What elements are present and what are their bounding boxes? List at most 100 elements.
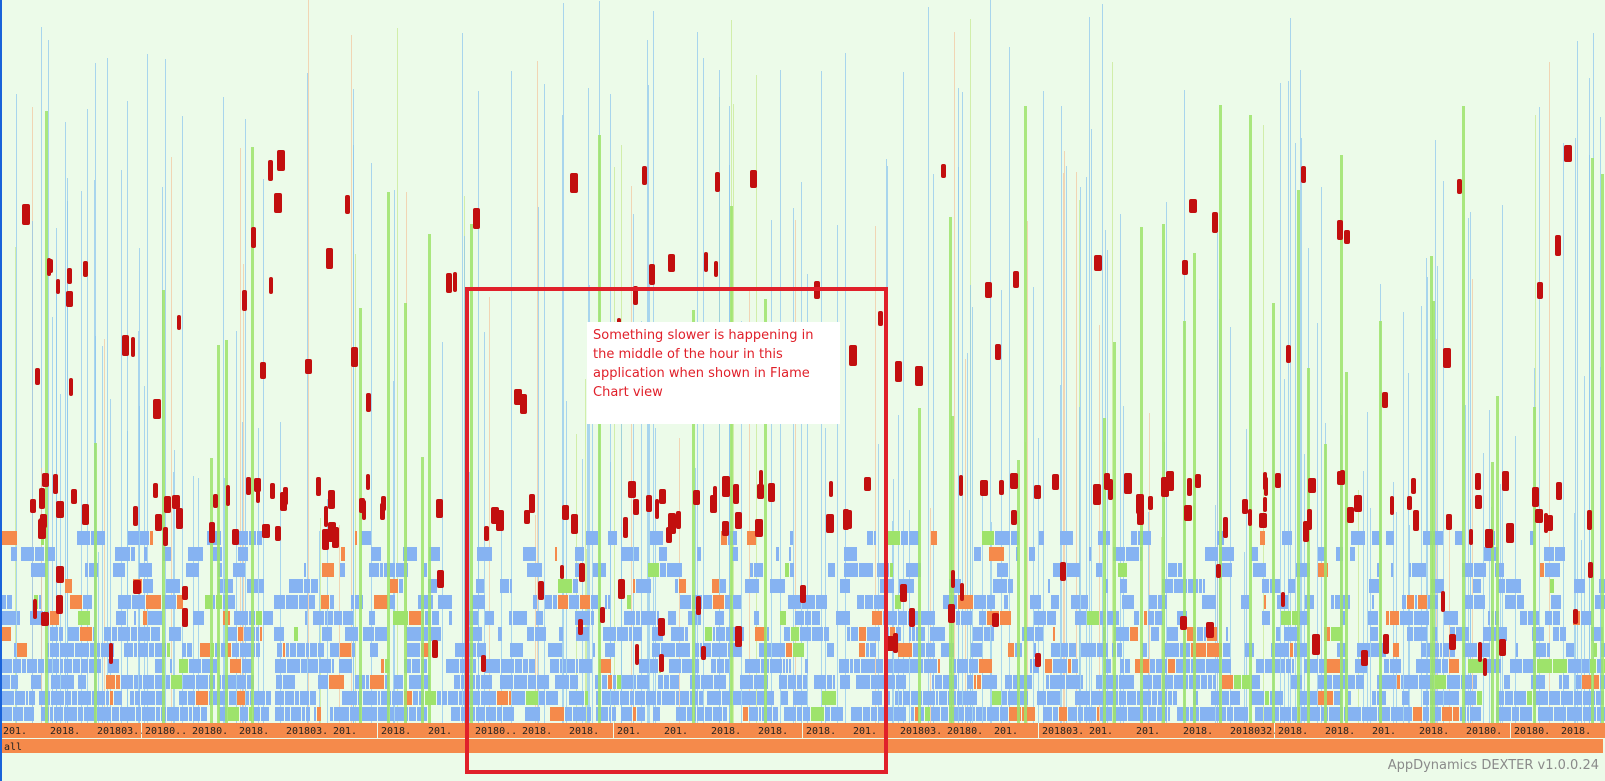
slow-frame[interactable] (1035, 653, 1041, 667)
frame-label-bar[interactable] (94, 723, 141, 738)
flame-frame[interactable] (143, 611, 147, 625)
flame-frame[interactable] (870, 643, 876, 657)
slow-frame[interactable] (133, 506, 138, 526)
flame-frame[interactable] (613, 675, 616, 689)
flame-green-spike[interactable] (918, 408, 921, 723)
flame-frame[interactable] (124, 643, 133, 657)
flame-frame[interactable] (1047, 611, 1056, 625)
flame-frame[interactable] (155, 675, 165, 689)
flame-green-spike[interactable] (730, 206, 733, 723)
flame-frame[interactable] (1071, 595, 1080, 609)
flame-frame[interactable] (138, 643, 148, 657)
flame-frame[interactable] (515, 659, 522, 673)
flame-frame[interactable] (995, 531, 1010, 545)
flame-frame[interactable] (237, 691, 245, 705)
flame-frame[interactable] (1351, 531, 1365, 545)
flame-frame[interactable] (330, 595, 334, 609)
flame-frame[interactable] (1336, 547, 1343, 561)
slow-frame[interactable] (646, 495, 652, 512)
flame-frame[interactable] (1545, 611, 1552, 625)
flame-frame[interactable] (68, 627, 79, 641)
flame-frame[interactable] (1574, 691, 1582, 705)
flame-thin-line[interactable] (469, 472, 470, 723)
flame-frame[interactable] (461, 675, 464, 689)
flame-frame[interactable] (1149, 595, 1157, 609)
flame-frame[interactable] (486, 707, 496, 721)
frame-label-bar[interactable] (1275, 723, 1322, 738)
flame-frame[interactable] (1544, 547, 1554, 561)
flame-frame[interactable] (156, 691, 165, 705)
flame-frame[interactable] (617, 627, 628, 641)
flame-frame[interactable] (392, 691, 403, 705)
flame-frame[interactable] (688, 611, 693, 625)
flame-frame[interactable] (342, 691, 357, 705)
flame-frame[interactable] (1386, 611, 1389, 625)
flame-frame[interactable] (987, 707, 999, 721)
flame-frame[interactable] (1533, 691, 1548, 705)
flame-frame[interactable] (247, 675, 254, 689)
flame-frame[interactable] (931, 531, 937, 545)
slow-frame[interactable] (578, 619, 583, 635)
flame-thin-line[interactable] (1060, 385, 1061, 723)
flame-frame[interactable] (573, 707, 586, 721)
flame-frame[interactable] (1286, 659, 1291, 673)
slow-frame[interactable] (618, 579, 625, 599)
flame-frame[interactable] (1075, 611, 1086, 625)
frame-label[interactable]: 20180. (1466, 726, 1502, 737)
flame-green-spike[interactable] (428, 234, 431, 723)
slow-frame[interactable] (1535, 509, 1543, 523)
flame-frame[interactable] (227, 643, 231, 657)
flame-frame[interactable] (851, 627, 858, 641)
flame-frame[interactable] (254, 691, 265, 705)
flame-frame[interactable] (283, 643, 285, 657)
slow-frame[interactable] (1212, 212, 1218, 233)
flame-frame[interactable] (1474, 563, 1486, 577)
flame-thin-line[interactable] (198, 478, 199, 723)
flame-frame[interactable] (1168, 691, 1172, 705)
flame-frame[interactable] (1409, 563, 1411, 577)
slow-frame[interactable] (1242, 499, 1248, 514)
flame-frame[interactable] (648, 563, 659, 577)
flame-thin-line[interactable] (771, 220, 772, 723)
flame-thin-line[interactable] (610, 462, 611, 723)
flame-frame[interactable] (274, 627, 284, 641)
flame-frame[interactable] (15, 691, 25, 705)
flame-frame[interactable] (371, 547, 381, 561)
flame-frame[interactable] (1443, 643, 1449, 657)
flame-frame[interactable] (1498, 627, 1507, 641)
flame-frame[interactable] (366, 675, 369, 689)
flame-frame[interactable] (745, 659, 760, 673)
flame-frame[interactable] (705, 707, 712, 721)
slow-frame[interactable] (1275, 473, 1281, 488)
flame-frame[interactable] (1217, 531, 1220, 545)
flame-frame[interactable] (65, 579, 72, 593)
flame-frame[interactable] (78, 691, 91, 705)
flame-frame[interactable] (1207, 643, 1222, 657)
flame-frame[interactable] (854, 659, 860, 673)
flame-frame[interactable] (246, 691, 249, 705)
flame-frame[interactable] (1256, 659, 1264, 673)
flame-frame[interactable] (570, 675, 578, 689)
flame-green-spike[interactable] (94, 443, 97, 723)
slow-frame[interactable] (1449, 634, 1456, 650)
flame-frame[interactable] (1219, 563, 1232, 577)
flame-frame[interactable] (422, 627, 428, 641)
slow-frame[interactable] (750, 170, 757, 188)
slow-frame[interactable] (755, 519, 763, 537)
flame-frame[interactable] (13, 707, 23, 721)
frame-label-bar[interactable] (1322, 723, 1369, 738)
flame-frame[interactable] (343, 611, 353, 625)
flame-frame[interactable] (183, 675, 195, 689)
flame-frame[interactable] (1447, 675, 1460, 689)
flame-frame[interactable] (523, 547, 536, 561)
flame-frame[interactable] (166, 579, 180, 593)
flame-frame[interactable] (1568, 659, 1581, 673)
flame-frame[interactable] (1275, 643, 1289, 657)
slow-frame[interactable] (999, 480, 1004, 495)
flame-frame[interactable] (325, 611, 327, 625)
flame-frame[interactable] (244, 627, 255, 641)
frame-label-bar[interactable] (897, 723, 944, 738)
frame-label-bar[interactable] (1558, 723, 1605, 738)
slow-frame[interactable] (1094, 255, 1102, 271)
frame-label-bar[interactable] (519, 723, 566, 738)
